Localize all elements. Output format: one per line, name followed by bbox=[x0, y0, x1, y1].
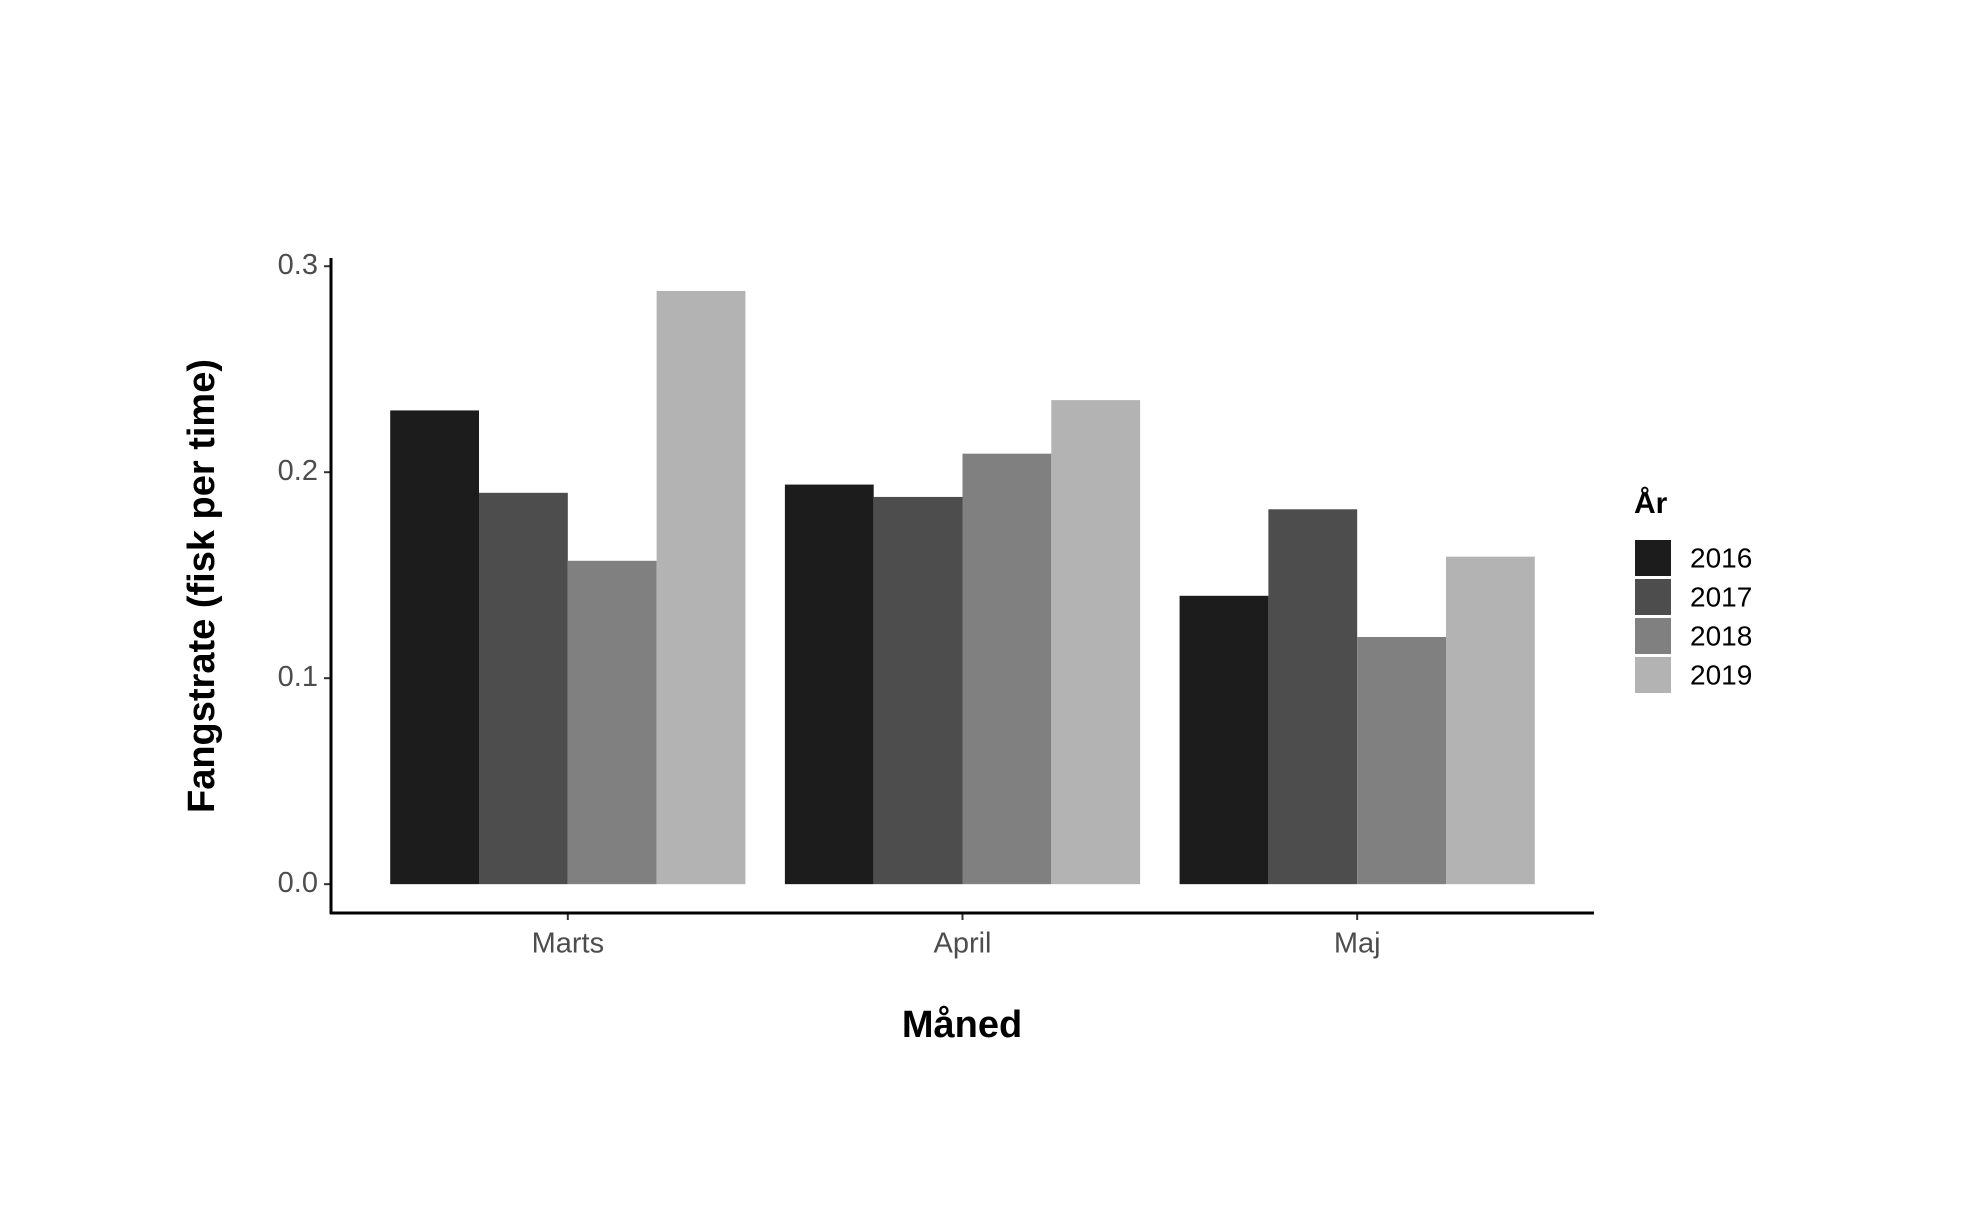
y-tick-label: 0.2 bbox=[278, 455, 318, 487]
bar bbox=[1357, 636, 1446, 885]
y-axis-title: Fangstrate (fisk per time) bbox=[181, 359, 223, 813]
y-tick-label: 0.0 bbox=[278, 867, 318, 899]
bar bbox=[479, 492, 568, 885]
bar bbox=[873, 496, 963, 885]
bar bbox=[656, 290, 746, 885]
x-axis-title: Måned bbox=[902, 1004, 1022, 1046]
y-tick-label: 0.3 bbox=[278, 249, 318, 281]
legend-label: 2016 bbox=[1690, 542, 1752, 573]
bar bbox=[1179, 595, 1269, 885]
bar bbox=[784, 484, 874, 885]
legend-key bbox=[1635, 657, 1671, 693]
bar bbox=[567, 560, 657, 885]
y-tick-label: 0.1 bbox=[278, 661, 318, 693]
legend-key bbox=[1635, 540, 1671, 576]
legend-label: 2019 bbox=[1690, 659, 1752, 690]
bar bbox=[962, 453, 1052, 885]
legend-label: 2018 bbox=[1690, 620, 1752, 651]
x-tick-label: April bbox=[933, 928, 991, 960]
x-tick-label: Marts bbox=[532, 928, 605, 960]
bar bbox=[1268, 509, 1358, 885]
legend-key bbox=[1635, 579, 1671, 615]
bar bbox=[390, 410, 480, 885]
bar bbox=[1051, 400, 1141, 885]
x-tick-label: Maj bbox=[1334, 928, 1381, 960]
legend-title: År bbox=[1634, 487, 1668, 520]
bar bbox=[1445, 556, 1535, 885]
legend-label: 2017 bbox=[1690, 581, 1752, 612]
legend-key bbox=[1635, 618, 1671, 654]
